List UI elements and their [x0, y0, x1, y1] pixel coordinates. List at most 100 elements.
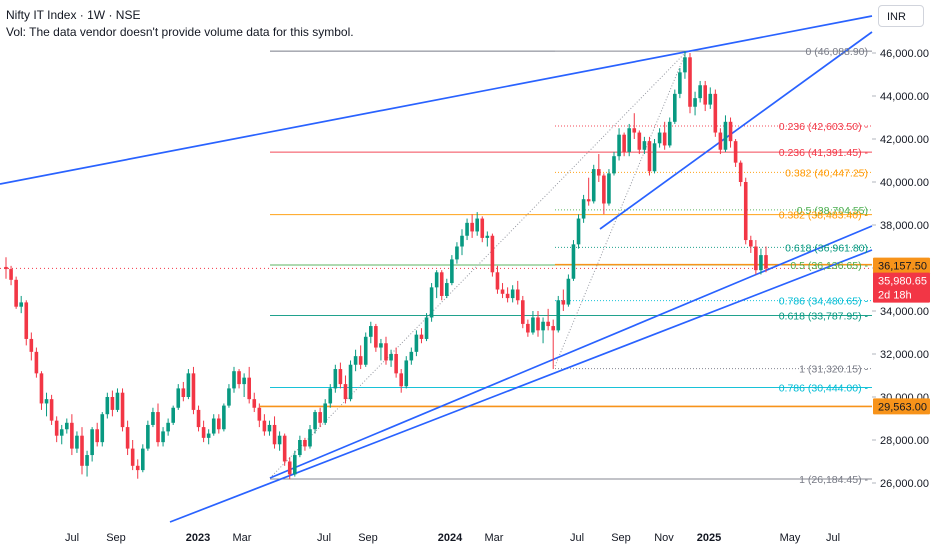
candle-body	[4, 266, 8, 270]
candle-body	[242, 377, 246, 385]
candle-body	[191, 373, 196, 410]
candle-body	[135, 465, 140, 471]
candle-body	[743, 182, 748, 241]
candle-body	[120, 392, 125, 428]
x-tick-label: Jul	[570, 532, 584, 544]
candle-body	[389, 354, 393, 361]
currency-label: INR	[887, 11, 906, 23]
price-tag	[873, 272, 930, 303]
candle-body	[728, 121, 733, 142]
candle-body	[206, 433, 211, 438]
y-tick-label: 28,000.00	[880, 435, 929, 447]
x-tick-label: Nov	[654, 532, 674, 544]
candle-body	[673, 93, 677, 122]
fib-level-label: 0.618 (36,961.80)	[785, 242, 868, 254]
y-tick-label: 38,000.00	[880, 220, 929, 232]
candle-body	[419, 334, 424, 339]
candle-body	[262, 420, 267, 432]
candle-body	[683, 57, 687, 73]
candle-body	[105, 397, 110, 415]
candle-body	[561, 300, 566, 305]
candle-body	[688, 57, 692, 107]
candle-body	[358, 356, 363, 365]
candle-body	[146, 424, 150, 449]
trend-lines	[0, 15, 873, 523]
candle-body	[693, 98, 697, 107]
candle-body	[480, 218, 485, 238]
candle-body	[571, 244, 576, 279]
candle-body	[566, 278, 571, 305]
candle-body	[257, 407, 262, 421]
candle-body	[24, 302, 29, 339]
fib-level-label: 0.618 (33,787.95) -	[779, 311, 869, 323]
y-tick-label: 44,000.00	[880, 91, 929, 103]
y-tick-label: 26,000.00	[880, 478, 929, 490]
y-tick-label: 40,000.00	[880, 177, 929, 189]
currency-button[interactable]: INR	[878, 5, 924, 27]
fib-level-label: 0.382 (38,483.40) -	[779, 210, 869, 222]
candle-body	[505, 293, 510, 299]
candle-body	[211, 418, 216, 434]
candle-body	[622, 134, 626, 152]
candle-body	[602, 175, 606, 204]
candle-body	[515, 289, 520, 301]
x-tick-label: 2023	[186, 532, 210, 544]
price-tag-label: 35,980.65	[878, 276, 927, 288]
candle-body	[414, 334, 419, 352]
candle-body	[115, 392, 120, 410]
candle-body	[161, 431, 165, 443]
fib-level-label: 0.786 (30,444.00) -	[779, 382, 869, 394]
candle-body	[217, 418, 221, 430]
candle-body	[708, 93, 713, 105]
candle-body	[49, 399, 54, 421]
price-tag-sublabel: 2d 18h	[878, 290, 912, 302]
candle-body	[723, 121, 728, 150]
candle-body	[363, 336, 368, 365]
x-tick-label: Jul	[317, 532, 331, 544]
candle-body	[328, 388, 333, 404]
x-tick-label: Jul	[826, 532, 840, 544]
candle-body	[632, 128, 637, 133]
candle-body	[201, 427, 206, 438]
candle-body	[282, 435, 287, 462]
candle-body	[485, 235, 490, 238]
candle-body	[637, 132, 642, 150]
fib-level-label: 0.5 (36,136.65) -	[790, 260, 868, 272]
x-tick-label: May	[780, 532, 801, 544]
candle-body	[110, 397, 115, 410]
candle-body	[738, 162, 743, 182]
candle-body	[698, 85, 702, 99]
candle-body	[75, 435, 79, 449]
y-tick-label: 34,000.00	[880, 306, 929, 318]
candle-body	[617, 134, 621, 157]
candle-body	[678, 72, 682, 94]
candle-body	[581, 199, 586, 219]
candle-body	[586, 199, 591, 202]
y-tick-label: 46,000.00	[880, 48, 929, 60]
x-tick-label: Sep	[358, 532, 378, 544]
candle-body	[526, 323, 530, 333]
candle-body	[439, 272, 444, 296]
candle-body	[196, 409, 201, 428]
price-tag-label: 29,563.00	[878, 401, 927, 413]
fib-level-label: 0 (46,088.90)	[806, 46, 868, 58]
candle-body	[252, 399, 257, 408]
fib-level-label: 0.236 (41,391.45) -	[779, 147, 869, 159]
candle-body	[353, 356, 358, 365]
x-tick-label: 2024	[438, 532, 463, 544]
candle-body	[556, 300, 561, 331]
candle-body	[227, 388, 231, 406]
candle-body	[54, 420, 59, 436]
fib-level-label: 1 (31,320.15) -	[799, 364, 868, 376]
candle-body	[612, 156, 616, 174]
candle-body	[308, 429, 312, 447]
candle-body	[576, 218, 581, 245]
candle-body	[34, 351, 39, 374]
fib-level-label: 0.5 (38,704.55)	[797, 205, 868, 217]
candle-body	[176, 388, 181, 408]
candle-body	[657, 132, 662, 144]
candle-body	[9, 269, 13, 280]
candle-body	[531, 317, 535, 333]
candle-body	[59, 429, 64, 436]
